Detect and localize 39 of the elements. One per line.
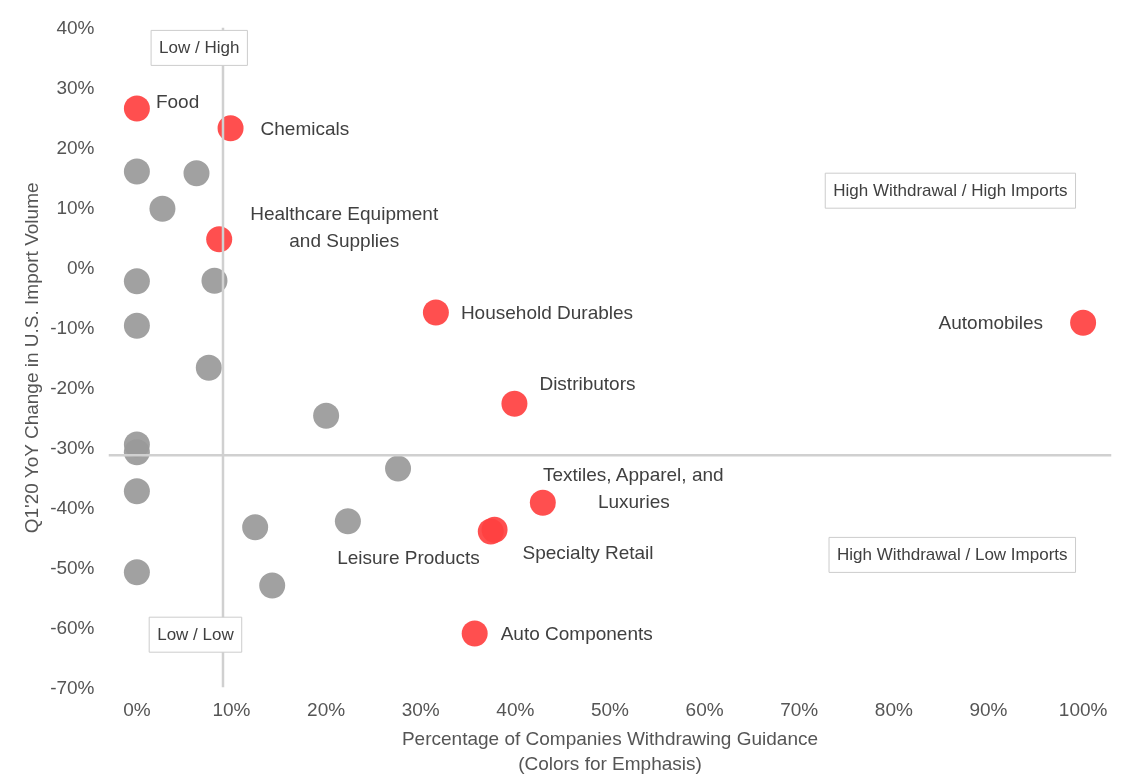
annotation: High Withdrawal / High Imports <box>833 181 1068 201</box>
annotation: Low / Low <box>157 625 235 645</box>
series-label: Distributors <box>539 373 636 395</box>
x-tick-label: 80% <box>874 698 913 720</box>
x-tick-label: 0% <box>123 698 151 720</box>
y-tick-label: -60% <box>50 617 95 638</box>
y-tick-label: -50% <box>50 557 95 578</box>
y-tick-label: 20% <box>56 137 95 158</box>
y-tick-label: 10% <box>56 197 95 218</box>
x-tick-label: 10% <box>212 698 251 720</box>
x-tick-label: 70% <box>780 698 819 720</box>
y-tick-label: 30% <box>56 77 95 98</box>
y-tick-label: -40% <box>50 497 95 518</box>
x-tick-label: 50% <box>590 698 630 720</box>
series-label: Healthcare Equipment and Supplies <box>250 203 439 252</box>
annotation: Low / High <box>159 38 240 58</box>
x-tick-label: 60% <box>685 698 724 720</box>
x-tick-label: 100% <box>1058 698 1108 720</box>
series-label: Textiles, Apparel, and Luxuries <box>542 463 724 512</box>
y-axis-title: Q1'20 YoY Change in U.S. Import Volume <box>21 182 43 534</box>
annotation: High Withdrawal / Low Imports <box>837 545 1068 565</box>
x-tick-label: 20% <box>307 698 346 720</box>
series-label: Household Durables <box>460 302 634 323</box>
x-tick-label: 40% <box>496 698 535 720</box>
y-tick-label: -10% <box>50 317 95 338</box>
series-label: Chemicals <box>260 117 350 139</box>
series-label: Specialty Retail <box>522 542 654 564</box>
y-tick-label: -70% <box>50 677 95 698</box>
x-tick-label: 30% <box>401 698 440 720</box>
x-axis-title: Percentage of Companies Withdrawing Guidance (Colors for Emphasis) <box>401 727 819 774</box>
y-tick-label: -20% <box>50 377 95 398</box>
x-tick-label: 90% <box>969 698 1008 720</box>
series-label: Leisure Products <box>337 547 480 568</box>
y-tick-label: -30% <box>50 437 95 458</box>
y-tick-label: 40% <box>56 17 95 38</box>
series-label: Automobiles <box>938 312 1044 334</box>
y-tick-label: 0% <box>67 257 95 278</box>
series-label: Auto Components <box>500 623 653 644</box>
series-label: Food <box>155 91 200 112</box>
